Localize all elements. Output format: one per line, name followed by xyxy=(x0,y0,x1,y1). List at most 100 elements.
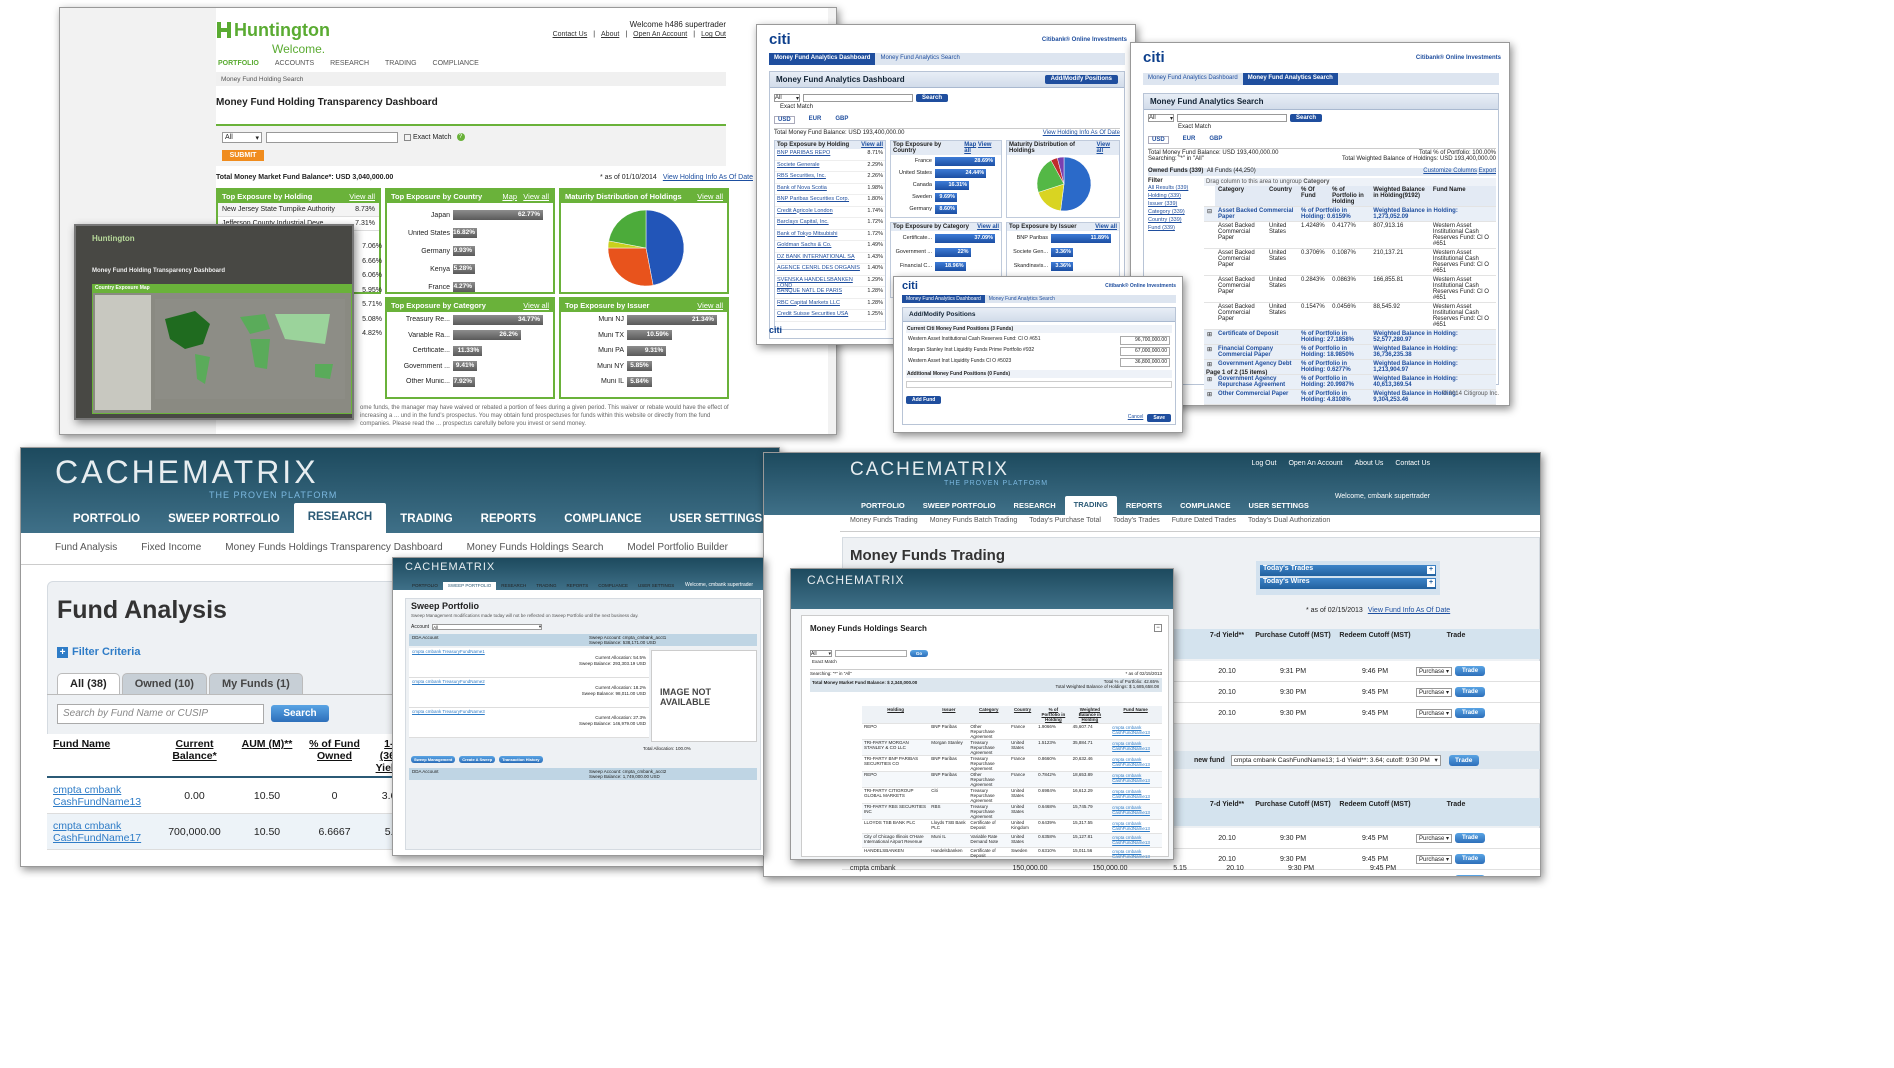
table-row[interactable]: Asset Backed Commercial Paper United Stat… xyxy=(1204,248,1496,276)
search-button[interactable]: Search xyxy=(1290,114,1323,122)
sub-nav-item[interactable]: Money Funds Holdings Search xyxy=(466,542,604,553)
add-fund-button[interactable]: Add Fund xyxy=(906,396,942,404)
trade-button[interactable]: Trade xyxy=(1448,754,1479,766)
nav-tab[interactable]: RESEARCH xyxy=(1013,501,1056,510)
holding-row[interactable]: Bank of Nova Scotia 1.98% xyxy=(775,184,885,195)
table-row[interactable]: LLOYDS TSB BANK PLC Lloyds TSB Bank PLC Ce… xyxy=(862,819,1162,834)
holding-row[interactable]: Credit Agricole London 1.74% xyxy=(775,207,885,218)
top-link[interactable]: About xyxy=(601,31,620,38)
fund-select[interactable]: cmpta cmbank CashFundName13; 1-d Yield**… xyxy=(1230,754,1441,766)
column-header[interactable]: Fund Name xyxy=(53,738,111,750)
trade-button[interactable]: Trade xyxy=(1455,687,1486,697)
currency-tab[interactable]: GBP xyxy=(1209,136,1223,142)
column-header[interactable]: Current Balance* xyxy=(172,738,217,762)
sub-nav-item[interactable]: Fund Analysis xyxy=(55,542,118,553)
nav-item[interactable]: TRADING xyxy=(385,60,417,67)
nav-tab[interactable]: USER SETTINGS xyxy=(1248,501,1309,510)
table-row[interactable]: TRI-PARTY RBS SECURITIES INC RBS Treasury … xyxy=(862,803,1162,820)
fund-name-link[interactable]: cmpta cmbank CashFundName13 xyxy=(1109,771,1162,788)
nav-tab[interactable]: SWEEP PORTFOLIO xyxy=(442,582,497,590)
top-link[interactable]: Open An Account xyxy=(1288,460,1343,467)
group-row[interactable]: ⊟ Asset Backed Commercial Paper% of Portf… xyxy=(1204,206,1496,222)
nav-tab[interactable]: COMPLIANCE xyxy=(598,583,628,588)
holding-row[interactable]: Barclays Capital, Inc. 1.72% xyxy=(775,218,885,230)
trade-button[interactable]: Trade xyxy=(1455,666,1486,676)
table-header-cell[interactable]: Weighted Balance in Holding xyxy=(1070,706,1110,724)
table-row[interactable]: TRI-PARTY CITIGROUP GLOBAL MARKETS Citi Tr… xyxy=(862,787,1162,804)
owned-tab[interactable]: Owned Funds (339) xyxy=(1148,168,1204,174)
top-link[interactable]: About Us xyxy=(1354,460,1384,467)
fund-name-link[interactable]: cmpta cmbank CashFundName13 xyxy=(53,783,142,808)
nav-item[interactable]: COMPLIANCE xyxy=(432,60,479,67)
expand-icon[interactable]: ⊟ xyxy=(1204,206,1216,222)
currency-tab[interactable]: USD xyxy=(774,116,795,124)
sub-nav-item[interactable]: Money Funds Batch Trading xyxy=(929,517,1018,524)
view-date-link[interactable]: View Holding Info As Of Date xyxy=(1042,130,1120,136)
purchase-select[interactable]: Purchase ▾ xyxy=(1416,708,1453,718)
expand-icon[interactable]: ⊞ xyxy=(1204,329,1216,345)
sub-nav-item[interactable]: Today's Dual Authorization xyxy=(1247,517,1331,524)
fund-search-input[interactable] xyxy=(906,381,1172,388)
view-all-link[interactable]: View all xyxy=(861,142,883,148)
map-link[interactable]: Map xyxy=(964,142,977,148)
currency-tab[interactable]: EUR xyxy=(808,116,822,122)
nav-tab[interactable]: REPORTS xyxy=(1125,501,1163,510)
nav-tab[interactable]: USER SETTINGS xyxy=(637,583,675,588)
search-button[interactable]: Search xyxy=(271,705,329,722)
top-link[interactable]: Contact Us xyxy=(1395,460,1430,467)
currency-tab[interactable]: USD xyxy=(1148,136,1169,144)
view-all-link[interactable]: View all xyxy=(697,301,723,310)
expand-icon[interactable]: ⊞ xyxy=(1204,359,1216,375)
group-row[interactable]: ⊞ Other Commercial Paper% of Portfolio in… xyxy=(1204,389,1496,405)
expand-icon[interactable]: ⊞ xyxy=(1204,374,1216,390)
expand-icon[interactable]: ⊞ xyxy=(1204,344,1216,360)
tab-search[interactable]: Money Fund Analytics Search xyxy=(880,55,960,61)
view-all-link[interactable]: View all xyxy=(349,192,375,201)
table-header-cell[interactable]: % of Portfolio in Holding xyxy=(1036,706,1071,724)
sub-nav-item[interactable]: Future Dated Trades xyxy=(1171,517,1236,524)
table-row[interactable]: Asset Backed Commercial Paper United Stat… xyxy=(1204,221,1496,249)
help-icon[interactable]: ? xyxy=(456,133,465,141)
todays-wires[interactable]: Today's Wires + xyxy=(1260,578,1436,589)
fund-tab[interactable]: My Funds (1) xyxy=(208,673,303,694)
action-button[interactable]: Sweep Management xyxy=(411,756,456,763)
fund-name-link[interactable]: cmpta cmbank CashFundName13 xyxy=(1109,847,1162,859)
sub-nav-item[interactable]: Money Funds Holdings Transparency Dashbo… xyxy=(225,542,443,553)
collapse-icon[interactable]: − xyxy=(1154,624,1162,632)
view-date-link[interactable]: View Fund Info As Of Date xyxy=(1367,607,1451,614)
filter-criteria[interactable]: + Filter Criteria xyxy=(57,646,140,658)
nav-tab[interactable]: RESEARCH xyxy=(501,583,527,588)
holding-row[interactable]: RBC Capital Markets LLC 1.28% xyxy=(775,299,885,310)
purchase-select[interactable]: Purchase ▾ xyxy=(1416,666,1453,676)
table-header-cell[interactable]: Category xyxy=(1215,186,1266,207)
trade-button[interactable]: Trade xyxy=(1455,833,1486,843)
search-input[interactable]: Search by Fund Name or CUSIP xyxy=(57,704,264,724)
action-button[interactable]: Create A Sweep xyxy=(459,756,496,763)
tab-search[interactable]: Money Fund Analytics Search xyxy=(1242,73,1338,85)
table-row[interactable]: REPO BNP Paribas Other Repurchase Agreemen… xyxy=(862,723,1162,740)
tab-dashboard[interactable]: Money Fund Analytics Dashboard xyxy=(769,53,876,65)
filter-select[interactable]: All ▾ xyxy=(1148,114,1174,122)
filter-item[interactable]: Category (339) xyxy=(1148,209,1185,215)
filter-select[interactable]: All ▾ xyxy=(222,132,262,143)
search-input[interactable] xyxy=(835,650,907,657)
fund-name-link[interactable]: cmpta cmbank CashFundName13 xyxy=(1109,819,1162,834)
holding-row[interactable]: Bank of Tokyo Mitsubishi 1.72% xyxy=(775,230,885,241)
table-header-cell[interactable]: Weighted Balance in Holding(9192) xyxy=(1370,186,1430,207)
purchase-select[interactable]: Purchase ▾ xyxy=(1416,687,1453,697)
sub-nav-item[interactable]: Today's Trades xyxy=(1112,517,1160,524)
holding-row[interactable]: BNP PARIBAS REPO 8.71% xyxy=(775,149,885,161)
filter-item[interactable]: Holding (339) xyxy=(1148,193,1182,199)
all-funds-tab[interactable]: All Funds (44,250) xyxy=(1206,168,1256,174)
nav-tab[interactable]: PORTFOLIO xyxy=(412,583,438,588)
account-select[interactable]: All ▾ xyxy=(432,624,543,630)
currency-tab[interactable]: GBP xyxy=(835,116,849,122)
nav-tab[interactable]: TRADING xyxy=(1064,496,1117,515)
sub-nav-item[interactable]: Model Portfolio Builder xyxy=(627,542,728,553)
nav-tab[interactable]: PORTFOLIO xyxy=(861,501,905,510)
table-header-cell[interactable]: Fund Name xyxy=(1109,706,1162,724)
view-all-link[interactable]: View all xyxy=(964,142,992,154)
holding-row[interactable]: Goldman Sachs & Co. 1.49% xyxy=(775,241,885,253)
sub-nav-item[interactable]: Fixed Income xyxy=(141,542,202,553)
cancel-link[interactable]: Cancel xyxy=(1127,414,1144,420)
